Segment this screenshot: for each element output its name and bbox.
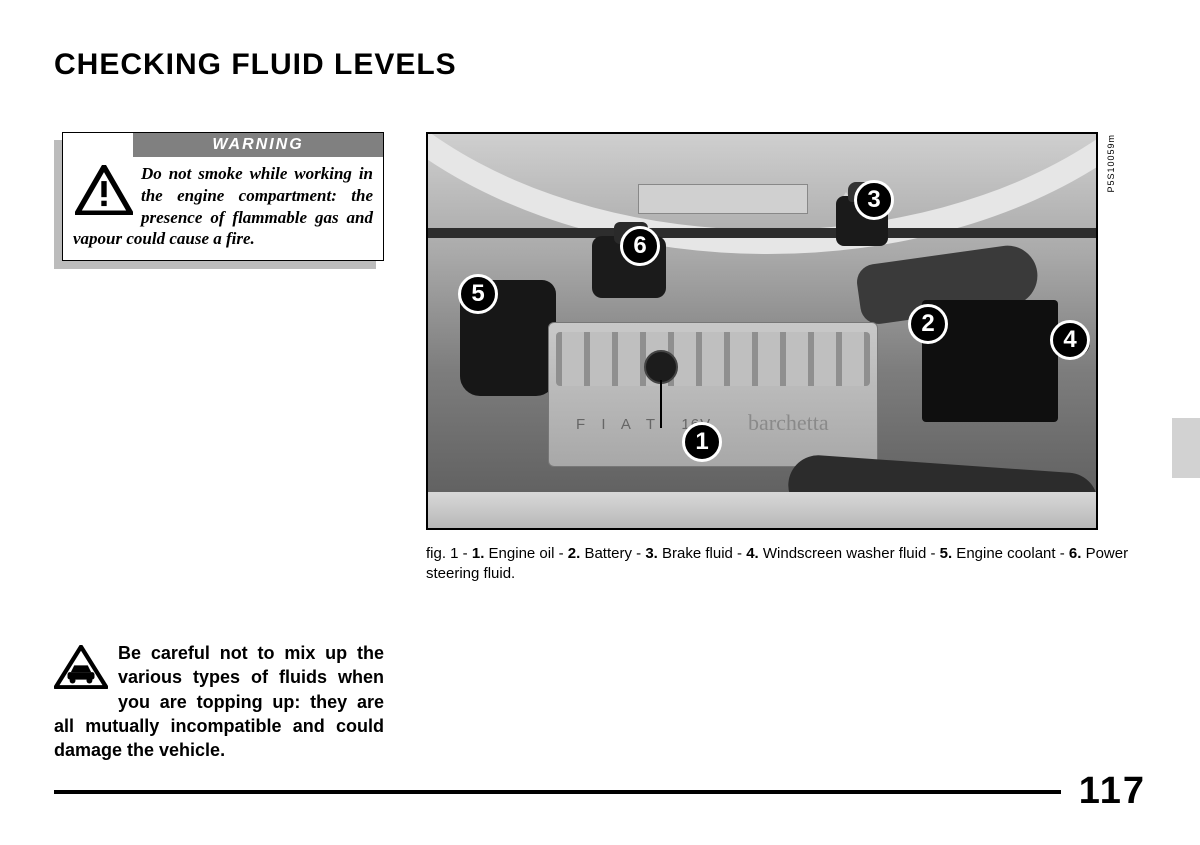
warning-triangle-icon xyxy=(75,165,133,215)
section-thumb-tab xyxy=(1172,418,1200,478)
warning-header: WARNING xyxy=(133,133,383,157)
firewall-lip xyxy=(428,228,1096,238)
callout-2: 2 xyxy=(908,304,948,344)
image-reference-code: P5S10059m xyxy=(1106,134,1116,193)
figure-caption: fig. 1 - 1. Engine oil - 2. Battery - 3.… xyxy=(426,544,1146,585)
callout-3: 3 xyxy=(854,180,894,220)
front-slam-panel xyxy=(428,492,1096,528)
valve-cover-ribs xyxy=(556,332,870,386)
car-triangle-icon xyxy=(54,645,108,689)
content-row: WARNING Do not smoke while working in th… xyxy=(54,132,1146,762)
callout-leader xyxy=(660,380,662,428)
page-title: CHECKING FLUID LEVELS xyxy=(54,48,1146,82)
callout-6: 6 xyxy=(620,226,660,266)
engine-oil-cap xyxy=(644,350,678,384)
warning-body: Do not smoke while working in the engine… xyxy=(63,157,383,260)
page-footer: 117 xyxy=(54,770,1146,813)
right-column: F I A T 16V barchetta 123456 P5S10059m f… xyxy=(426,132,1146,585)
callout-5: 5 xyxy=(458,274,498,314)
page-number: 117 xyxy=(1061,770,1146,813)
left-column: WARNING Do not smoke while working in th… xyxy=(54,132,384,762)
hood-label-plate xyxy=(638,184,808,214)
caution-block: Be careful not to mix up the various typ… xyxy=(54,641,384,762)
engine-bay-figure: F I A T 16V barchetta 123456 xyxy=(426,132,1098,530)
warning-box: WARNING Do not smoke while working in th… xyxy=(62,132,384,261)
callout-4: 4 xyxy=(1050,320,1090,360)
callout-1: 1 xyxy=(682,422,722,462)
valve-cover-model: barchetta xyxy=(748,410,829,436)
footer-rule xyxy=(54,790,1061,794)
